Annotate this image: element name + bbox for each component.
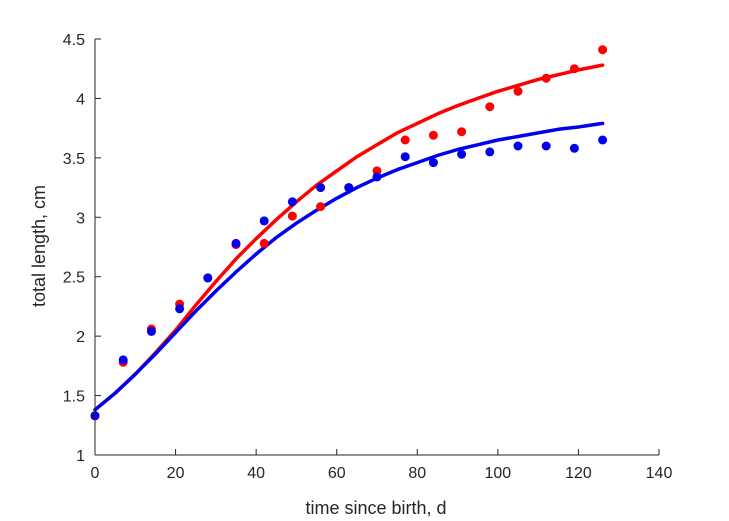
series-2-point [175,304,185,314]
series-2-fit-line [93,121,605,412]
plot-area [90,45,608,421]
x-tick-label: 60 [328,465,346,482]
y-tick-label: 2 [76,329,85,346]
series-2-point [231,238,241,248]
series-2-point [344,183,354,193]
series-1-point [541,73,551,83]
x-tick-label: 120 [565,465,592,482]
series-1-point [457,127,467,137]
series-1-point [400,135,410,145]
y-axis-label: total length, cm [29,185,49,307]
x-tick-label: 20 [167,465,185,482]
series-1-point [316,202,326,212]
axes: 0 20 40 60 80 100 120 140 1 1.5 2 2.5 3 3.5 4 4.5 [63,32,673,482]
x-tick-label: 140 [646,465,673,482]
series-2-point [428,158,438,168]
series-1-fit-line [93,63,605,412]
y-tick-label: 2.5 [63,270,85,287]
series-1-point [485,102,495,112]
series-1-point [513,86,523,96]
series-2-point [569,143,579,153]
series-2-point [118,355,128,365]
series-1-point [569,64,579,74]
y-tick-label: 3 [76,210,85,227]
series-2-point [400,152,410,162]
series-1-point [598,45,608,55]
series-1-point [428,130,438,140]
series-2-point [457,149,467,159]
y-tick-label: 4.5 [63,32,85,49]
x-tick-label: 40 [247,465,265,482]
series-2-point [203,273,213,283]
series-1-point [287,211,297,221]
series-2-point [598,135,608,145]
series-2-point [287,197,297,207]
series-2-point [316,183,326,193]
series-2-point [146,326,156,336]
series-2-point [485,147,495,157]
series-2-point [259,216,269,226]
y-tick-label: 3.5 [63,151,85,168]
y-tick-label: 4 [76,91,85,108]
series-1-point [259,238,269,248]
x-tick-label: 0 [91,465,100,482]
y-tick-label: 1.5 [63,389,85,406]
x-tick-label: 100 [485,465,512,482]
series-2-point [513,141,523,151]
x-axis-label: time since birth, d [305,498,446,518]
x-tick-label: 80 [408,465,426,482]
series-2-point [372,172,382,182]
series-2-point [541,141,551,151]
y-tick-label: 1 [76,448,85,465]
